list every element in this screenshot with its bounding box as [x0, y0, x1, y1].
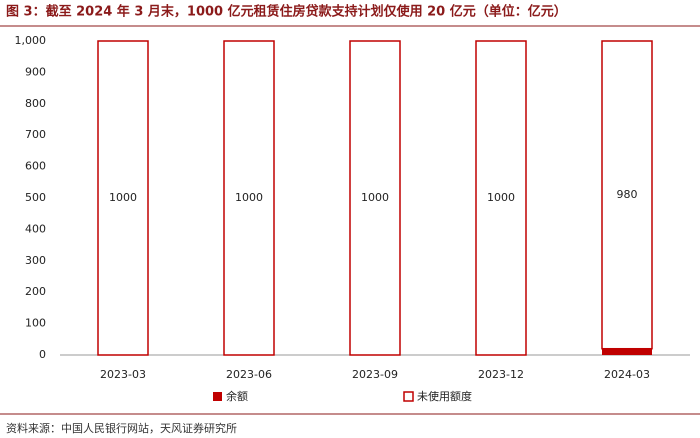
y-tick-label: 200 [25, 285, 46, 298]
y-tick-label: 100 [25, 317, 46, 330]
bar-segment [223, 40, 275, 356]
source: 资料来源：中国人民银行网站，天风证券研究所 [6, 421, 237, 435]
bar-segment [602, 348, 652, 355]
y-tick-label: 0 [39, 348, 46, 361]
legend-label: 未使用额度 [417, 389, 472, 403]
x-tick-label: 2023-03 [100, 368, 146, 381]
y-tick-label: 900 [25, 65, 46, 78]
y-tick-label: 500 [25, 191, 46, 204]
data-label: 1000 [109, 191, 137, 204]
data-label: 1000 [487, 191, 515, 204]
legend-swatch [403, 391, 414, 402]
x-tick-label: 2023-12 [478, 368, 524, 381]
x-tick-label: 2023-09 [352, 368, 398, 381]
y-tick-label: 700 [25, 128, 46, 141]
y-tick-label: 300 [25, 254, 46, 267]
bar-segment [601, 40, 653, 350]
chart-title: 图 3：截至 2024 年 3 月末，1000 亿元租赁住房贷款支持计划仅使用 … [6, 4, 567, 20]
x-tick-label: 2023-06 [226, 368, 272, 381]
x-tick-label: 2024-03 [604, 368, 650, 381]
bar-segment [349, 40, 401, 356]
data-label: 980 [617, 188, 638, 201]
bar-segment [97, 40, 149, 356]
y-tick-label: 400 [25, 222, 46, 235]
data-label: 1000 [361, 191, 389, 204]
data-label: 1000 [235, 191, 263, 204]
bar-segment [475, 40, 527, 356]
legend-swatch [213, 392, 222, 401]
y-tick-label: 800 [25, 97, 46, 110]
y-tick-label: 600 [25, 160, 46, 173]
y-tick-label: 1,000 [15, 34, 47, 47]
legend-label: 余额 [226, 389, 248, 403]
